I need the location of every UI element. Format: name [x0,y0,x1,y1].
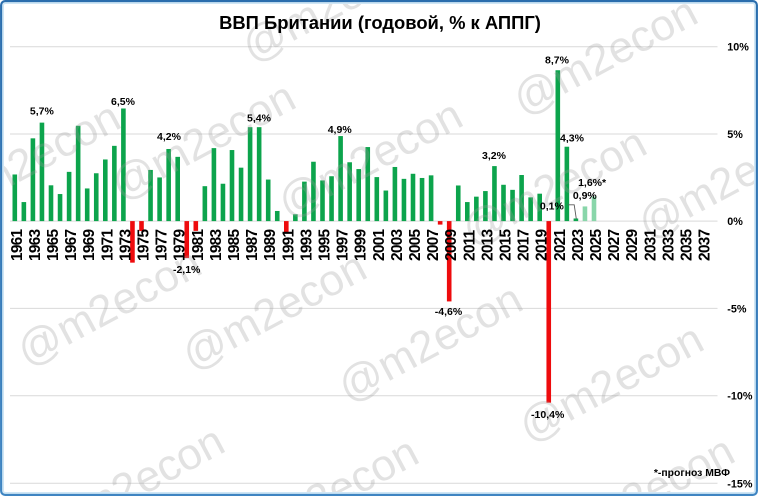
svg-text:2033: 2033 [660,229,677,261]
svg-text:2009: 2009 [443,229,460,261]
svg-text:-10,4%: -10,4% [531,409,565,421]
svg-text:-2,1%: -2,1% [173,264,201,276]
svg-text:4,9%: 4,9% [328,124,353,136]
svg-text:4,2%: 4,2% [157,131,182,143]
svg-text:1981: 1981 [190,229,207,261]
svg-text:3,2%: 3,2% [482,150,507,162]
svg-text:1989: 1989 [262,229,279,261]
svg-text:2013: 2013 [479,229,496,261]
svg-text:0,9%: 0,9% [573,190,598,202]
svg-text:1977: 1977 [154,230,171,261]
svg-text:1987: 1987 [244,230,261,261]
svg-text:2031: 2031 [642,229,659,261]
svg-text:5,7%: 5,7% [30,106,55,118]
svg-text:5%: 5% [727,129,743,141]
svg-text:2011: 2011 [461,229,478,261]
svg-text:2015: 2015 [498,229,515,261]
svg-text:1971: 1971 [99,229,116,261]
svg-text:1961: 1961 [9,229,26,261]
svg-text:1985: 1985 [226,229,243,261]
svg-text:2023: 2023 [570,229,587,261]
svg-text:1983: 1983 [208,229,225,261]
svg-text:1975: 1975 [136,229,153,261]
svg-text:10%: 10% [727,42,749,54]
svg-text:2003: 2003 [389,229,406,261]
svg-text:1969: 1969 [81,229,98,261]
svg-text:*-прогноз МВФ: *-прогноз МВФ [654,468,730,479]
svg-text:1963: 1963 [27,229,44,261]
svg-text:-10%: -10% [727,391,753,403]
svg-text:5,4%: 5,4% [247,113,272,125]
svg-text:2019: 2019 [534,229,551,261]
svg-text:8,7%: 8,7% [545,55,570,67]
svg-text:1,6%*: 1,6%* [578,177,607,189]
svg-text:2021: 2021 [552,229,569,261]
svg-text:2027: 2027 [606,230,623,261]
svg-text:1965: 1965 [45,229,62,261]
svg-text:-15%: -15% [727,478,753,490]
svg-text:-4,6%: -4,6% [435,306,463,318]
svg-text:0%: 0% [727,216,743,228]
svg-text:1967: 1967 [63,230,80,261]
svg-text:4,3%: 4,3% [560,132,585,144]
svg-text:2001: 2001 [371,229,388,261]
svg-text:1997: 1997 [335,230,352,261]
svg-text:ВВП Британии (годовой, % к АПП: ВВП Британии (годовой, % к АППГ) [219,12,541,33]
svg-text:1973: 1973 [117,229,134,261]
svg-text:6,5%: 6,5% [111,96,136,108]
svg-text:1995: 1995 [317,229,334,261]
svg-text:2007: 2007 [425,230,442,261]
svg-text:1999: 1999 [353,229,370,261]
svg-text:-5%: -5% [727,303,747,315]
svg-text:2005: 2005 [407,229,424,261]
svg-text:2029: 2029 [624,229,641,261]
svg-text:2037: 2037 [697,230,714,261]
svg-text:1979: 1979 [172,229,189,261]
svg-text:1991: 1991 [280,229,297,261]
svg-text:2035: 2035 [679,229,696,261]
svg-text:2017: 2017 [516,230,533,261]
svg-text:2025: 2025 [588,229,605,261]
svg-text:1993: 1993 [298,229,315,261]
svg-text:0,1%: 0,1% [540,201,565,213]
